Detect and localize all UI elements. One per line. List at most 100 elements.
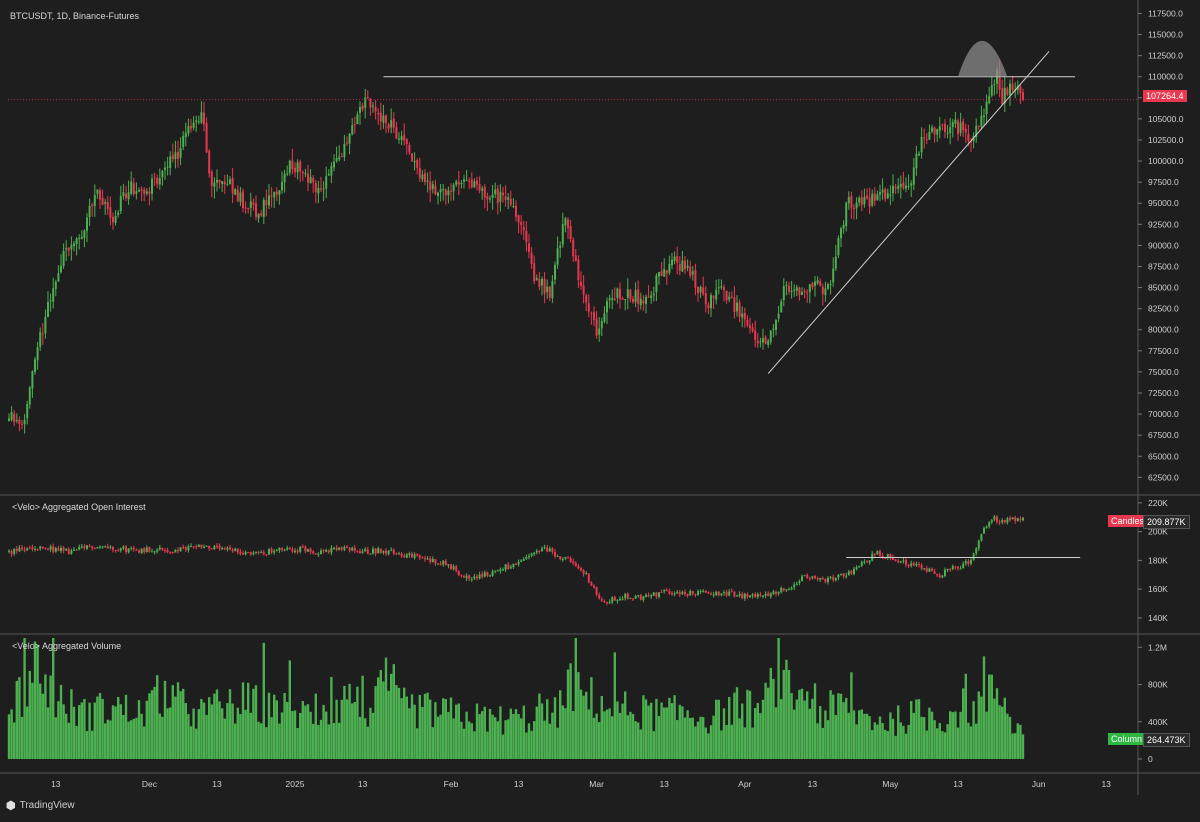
oi-candle[interactable] [364, 549, 367, 552]
oi-candle[interactable] [13, 548, 16, 554]
price-candle[interactable] [530, 252, 533, 264]
oi-candle[interactable] [533, 552, 536, 555]
oi-candle[interactable] [1011, 517, 1014, 520]
price-candle[interactable] [190, 126, 192, 129]
oi-candle[interactable] [772, 591, 775, 594]
price-candle[interactable] [642, 300, 645, 304]
oi-candle[interactable] [140, 548, 143, 554]
volume-bar[interactable] [689, 717, 692, 759]
oi-candle[interactable] [697, 591, 699, 596]
oi-candle[interactable] [476, 576, 478, 578]
price-candle[interactable] [520, 221, 523, 226]
oi-candle[interactable] [663, 590, 666, 592]
volume-bar[interactable] [452, 718, 455, 759]
price-candle[interactable] [738, 302, 741, 317]
volume-bar[interactable] [720, 730, 723, 759]
price-candle[interactable] [806, 292, 809, 294]
price-candle[interactable] [483, 186, 486, 198]
oi-candle[interactable] [944, 569, 946, 577]
oi-candle[interactable] [936, 574, 939, 576]
volume-bar[interactable] [304, 705, 307, 759]
volume-bar[interactable] [104, 723, 107, 759]
volume-bar[interactable] [832, 694, 835, 759]
oi-candle[interactable] [351, 547, 354, 551]
oi-candle[interactable] [114, 549, 117, 551]
volume-bar[interactable] [572, 711, 575, 759]
price-candle[interactable] [871, 193, 874, 206]
price-candle[interactable] [736, 302, 738, 312]
price-candle[interactable] [86, 217, 88, 231]
volume-bar[interactable] [371, 712, 375, 759]
price-candle[interactable] [327, 174, 330, 176]
oi-candle[interactable] [736, 595, 738, 597]
volume-bar[interactable] [49, 675, 52, 759]
price-candle[interactable] [356, 114, 359, 125]
volume-bar[interactable] [681, 706, 684, 759]
price-candle[interactable] [125, 193, 127, 199]
price-candle[interactable] [528, 243, 530, 253]
price-candle[interactable] [572, 239, 575, 257]
oi-candle[interactable] [314, 553, 317, 555]
price-candle[interactable] [320, 188, 322, 190]
volume-bar[interactable] [197, 709, 200, 759]
price-candle[interactable] [36, 347, 39, 361]
volume-bar[interactable] [878, 716, 882, 759]
volume-bar[interactable] [358, 716, 362, 759]
oi-candle[interactable] [517, 561, 520, 565]
oi-candle[interactable] [281, 548, 283, 550]
volume-bar[interactable] [387, 690, 390, 759]
price-candle[interactable] [314, 182, 317, 192]
price-candle[interactable] [777, 313, 780, 319]
volume-bar[interactable] [808, 708, 811, 759]
volume-bar[interactable] [626, 715, 629, 759]
oi-candle[interactable] [382, 550, 385, 553]
price-candle[interactable] [551, 280, 554, 299]
oi-candle[interactable] [782, 588, 785, 591]
oi-candle[interactable] [988, 522, 991, 527]
price-candle[interactable] [957, 120, 959, 135]
oi-candle[interactable] [886, 554, 889, 558]
oi-candle[interactable] [21, 547, 23, 550]
oi-candle[interactable] [868, 560, 871, 563]
volume-bar[interactable] [637, 722, 640, 759]
price-candle[interactable] [249, 201, 252, 208]
oi-candle[interactable] [525, 557, 528, 559]
volume-bar[interactable] [608, 708, 611, 759]
volume-bar[interactable] [72, 706, 76, 759]
price-candle[interactable] [473, 181, 476, 188]
volume-bar[interactable] [13, 722, 16, 759]
price-candle[interactable] [829, 283, 832, 285]
price-candle[interactable] [478, 184, 481, 191]
oi-candle[interactable] [949, 569, 952, 571]
price-candle[interactable] [637, 289, 640, 304]
price-candle[interactable] [299, 161, 302, 172]
price-candle[interactable] [338, 156, 341, 160]
volume-bar[interactable] [598, 722, 601, 759]
price-candle[interactable] [499, 191, 502, 202]
price-candle[interactable] [962, 121, 965, 131]
price-candle[interactable] [569, 226, 572, 240]
price-candle[interactable] [847, 197, 850, 204]
oi-candle[interactable] [816, 578, 819, 580]
volume-bar[interactable] [470, 723, 473, 759]
volume-bar[interactable] [715, 699, 718, 759]
volume-bar[interactable] [605, 709, 609, 759]
volume-bar[interactable] [7, 714, 11, 759]
volume-bar[interactable] [774, 707, 778, 759]
volume-bar[interactable] [130, 720, 133, 759]
volume-bar[interactable] [678, 704, 681, 759]
volume-bar[interactable] [733, 692, 736, 759]
oi-candle[interactable] [629, 597, 632, 599]
oi-candle[interactable] [910, 563, 913, 566]
price-candle[interactable] [808, 284, 811, 293]
volume-bar[interactable] [522, 705, 525, 759]
volume-bar[interactable] [158, 713, 161, 759]
volume-bar[interactable] [858, 710, 861, 759]
oi-candle[interactable] [572, 561, 575, 564]
price-candle[interactable] [489, 198, 491, 200]
volume-bar[interactable] [182, 688, 185, 759]
price-candle[interactable] [408, 144, 411, 153]
volume-bar[interactable] [982, 656, 986, 759]
volume-bar[interactable] [912, 712, 915, 759]
